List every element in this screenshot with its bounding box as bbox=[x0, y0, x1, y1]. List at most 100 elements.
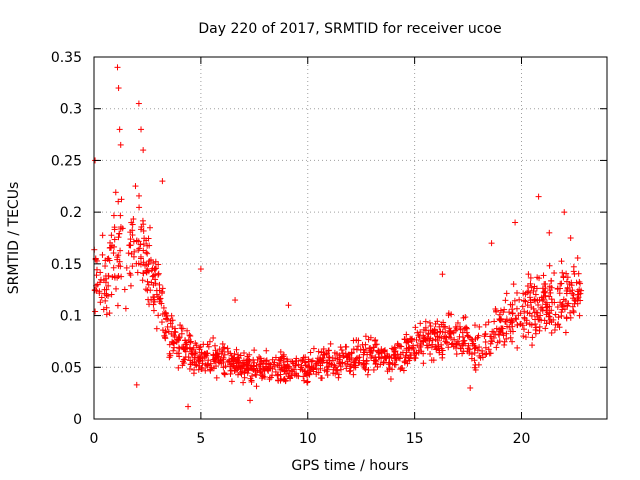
data-point bbox=[228, 378, 235, 385]
data-point bbox=[507, 334, 514, 341]
data-point bbox=[544, 303, 551, 310]
y-tick-label: 0.35 bbox=[51, 50, 82, 66]
data-point bbox=[110, 264, 117, 271]
data-point bbox=[306, 367, 313, 374]
data-point bbox=[161, 310, 168, 317]
data-point bbox=[301, 377, 308, 384]
data-point bbox=[302, 362, 309, 369]
x-tick-label: 20 bbox=[513, 431, 531, 447]
data-point bbox=[501, 306, 508, 313]
data-point bbox=[370, 366, 377, 373]
y-tick-label: 0.3 bbox=[60, 102, 82, 118]
data-point bbox=[432, 320, 439, 327]
x-tick-label: 10 bbox=[299, 431, 317, 447]
data-point bbox=[403, 331, 410, 338]
data-point bbox=[107, 244, 114, 251]
data-point bbox=[272, 354, 279, 361]
data-point bbox=[471, 322, 478, 329]
data-point bbox=[121, 286, 128, 293]
data-point bbox=[436, 349, 443, 356]
data-point bbox=[525, 329, 532, 336]
data-point bbox=[506, 309, 513, 316]
data-point bbox=[364, 371, 371, 378]
data-point bbox=[546, 293, 553, 300]
data-point bbox=[304, 378, 311, 385]
data-point bbox=[240, 349, 247, 356]
data-point bbox=[152, 280, 159, 287]
y-tick-label: 0.25 bbox=[51, 153, 82, 169]
data-point bbox=[457, 326, 464, 333]
data-point bbox=[574, 255, 581, 262]
data-point bbox=[540, 296, 547, 303]
data-point bbox=[560, 303, 567, 310]
data-point bbox=[213, 374, 220, 381]
data-point bbox=[241, 374, 248, 381]
data-point bbox=[145, 261, 152, 268]
data-point bbox=[132, 183, 139, 190]
data-point bbox=[513, 305, 520, 312]
data-point bbox=[539, 304, 546, 311]
data-point bbox=[144, 250, 151, 257]
data-point bbox=[512, 219, 519, 226]
data-point bbox=[286, 363, 293, 370]
data-point bbox=[487, 350, 494, 357]
data-point bbox=[500, 309, 507, 316]
data-point bbox=[146, 242, 153, 249]
data-point bbox=[309, 357, 316, 364]
data-point bbox=[567, 235, 574, 241]
data-point bbox=[524, 302, 531, 309]
data-point bbox=[436, 323, 443, 330]
data-point bbox=[493, 308, 500, 315]
data-point bbox=[281, 368, 288, 375]
data-point bbox=[316, 356, 323, 363]
data-point bbox=[102, 257, 109, 264]
data-point bbox=[300, 373, 307, 380]
data-point bbox=[413, 336, 420, 343]
data-point bbox=[351, 358, 358, 365]
data-point bbox=[546, 262, 553, 269]
data-point bbox=[460, 314, 467, 321]
data-point bbox=[169, 317, 176, 324]
data-point bbox=[393, 357, 400, 364]
data-point bbox=[210, 334, 217, 341]
data-point bbox=[245, 356, 252, 363]
data-point bbox=[280, 359, 287, 366]
data-point bbox=[479, 347, 486, 354]
data-point bbox=[216, 359, 223, 366]
data-point bbox=[431, 326, 438, 333]
data-point bbox=[474, 334, 481, 341]
data-point bbox=[326, 360, 333, 367]
data-point bbox=[277, 348, 284, 355]
data-point bbox=[221, 344, 228, 351]
data-point bbox=[567, 309, 574, 316]
data-point bbox=[134, 269, 141, 276]
data-point bbox=[188, 350, 195, 357]
data-point bbox=[471, 364, 478, 371]
data-point bbox=[136, 204, 143, 211]
data-point bbox=[471, 357, 478, 364]
data-point bbox=[281, 367, 288, 374]
data-point bbox=[110, 212, 117, 219]
data-point bbox=[383, 355, 390, 362]
data-point bbox=[197, 266, 204, 273]
data-point bbox=[547, 289, 554, 296]
data-point bbox=[362, 366, 369, 373]
data-point bbox=[149, 273, 156, 280]
data-point bbox=[93, 257, 100, 264]
data-point bbox=[407, 352, 414, 359]
y-tick-label: 0.2 bbox=[60, 205, 82, 221]
data-point bbox=[204, 362, 211, 369]
data-point bbox=[466, 350, 473, 357]
data-point bbox=[434, 337, 441, 344]
data-point bbox=[248, 378, 255, 385]
plot-frame bbox=[93, 56, 608, 420]
data-point bbox=[541, 281, 548, 288]
data-point bbox=[111, 273, 118, 280]
data-point bbox=[546, 229, 553, 236]
data-point bbox=[315, 369, 322, 376]
data-point bbox=[514, 321, 521, 328]
data-point bbox=[510, 281, 517, 288]
data-point bbox=[222, 363, 229, 370]
data-point bbox=[520, 333, 527, 340]
